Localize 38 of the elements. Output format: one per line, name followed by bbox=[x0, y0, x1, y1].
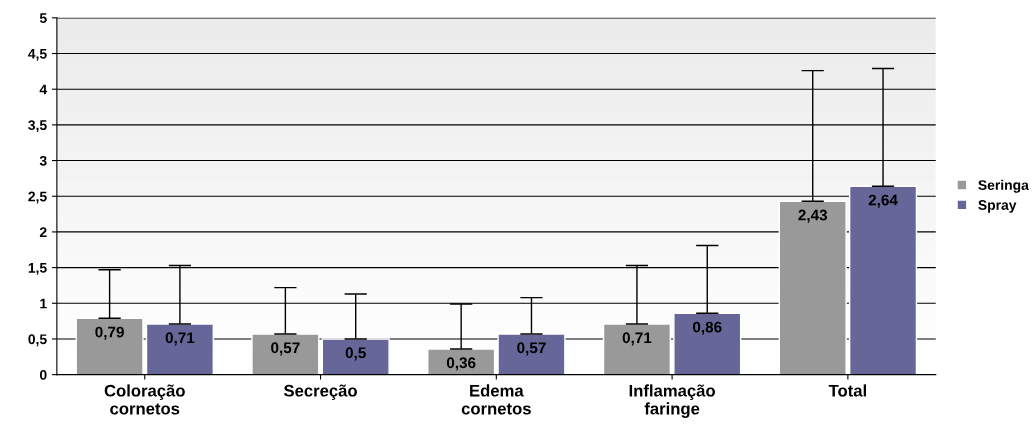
data-label: 2,43 bbox=[798, 209, 828, 223]
data-label: 0,71 bbox=[622, 332, 652, 346]
bar bbox=[778, 200, 847, 375]
y-tick-label: 1 bbox=[40, 298, 47, 309]
y-tick-label: 4 bbox=[39, 84, 48, 95]
bar bbox=[321, 338, 390, 375]
data-label: 0,36 bbox=[446, 357, 476, 371]
bar bbox=[602, 323, 672, 375]
y-tick-label: 2 bbox=[39, 227, 47, 237]
bar bbox=[497, 333, 566, 375]
data-label: 0,5 bbox=[345, 347, 366, 361]
bar bbox=[75, 317, 144, 375]
data-label: 2,64 bbox=[868, 194, 898, 208]
data-label: 0,79 bbox=[95, 326, 124, 340]
legend-label: Seringa bbox=[978, 179, 1029, 193]
x-tick-label: Secreção bbox=[283, 384, 357, 400]
x-tick-label: Edema cornetos bbox=[461, 384, 531, 415]
y-tick-label: 3,5 bbox=[28, 120, 47, 133]
bar bbox=[673, 312, 742, 375]
bar bbox=[251, 333, 320, 375]
x-tick-label: Inflamação faringe bbox=[629, 384, 715, 418]
x-tick-label: Total bbox=[828, 384, 866, 397]
y-tick-label: 4,5 bbox=[28, 49, 47, 61]
data-label: 0,57 bbox=[517, 342, 546, 356]
bar bbox=[145, 323, 215, 375]
bar bbox=[427, 348, 496, 375]
bar bbox=[848, 185, 918, 375]
data-label: 0,86 bbox=[692, 321, 722, 335]
x-tick-label: Coloração cornetos bbox=[104, 384, 185, 415]
y-tick-label: 3 bbox=[39, 155, 47, 166]
data-label: 0,71 bbox=[165, 332, 195, 346]
legend-label: Spray bbox=[978, 200, 1017, 213]
y-tick-label: 2,5 bbox=[28, 191, 47, 204]
y-tick-label: 5 bbox=[39, 13, 47, 24]
y-tick-label: 0,5 bbox=[28, 334, 47, 347]
y-tick-label: 1,5 bbox=[28, 263, 47, 275]
data-label: 0,57 bbox=[271, 342, 300, 356]
y-tick-label: 0 bbox=[39, 369, 47, 380]
